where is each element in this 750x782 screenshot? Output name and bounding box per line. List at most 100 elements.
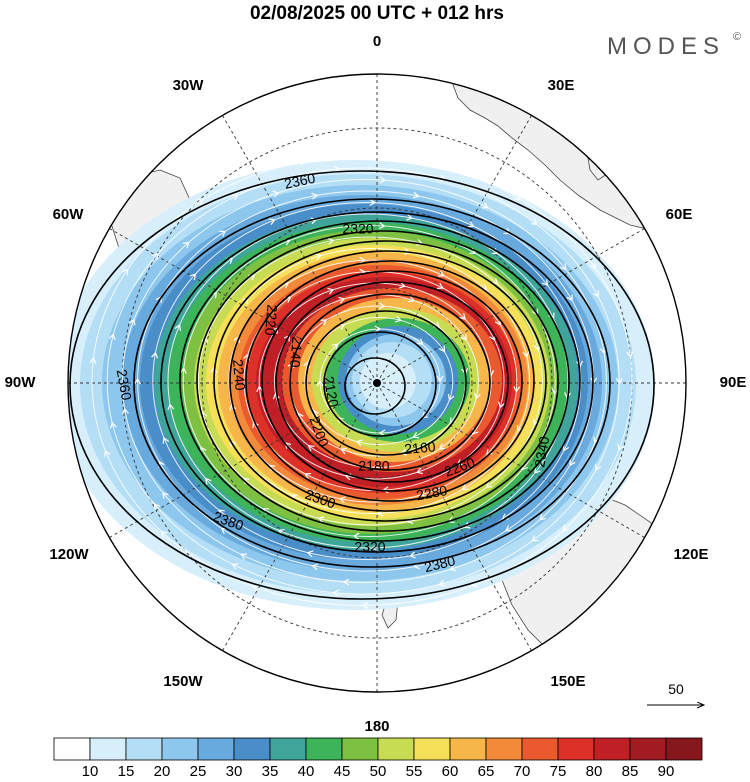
streamline-arrow xyxy=(539,513,546,521)
colorbar-tick-label: 30 xyxy=(226,763,243,780)
streamline-arrow xyxy=(530,218,538,225)
streamline-arrow xyxy=(467,220,475,228)
streamline-arrow xyxy=(128,318,136,326)
streamline-arrow xyxy=(231,194,239,201)
colorbar-swatch xyxy=(593,737,631,761)
streamline-arrow xyxy=(409,551,416,559)
streamline-arrow xyxy=(268,218,276,225)
contour-label: 2180 xyxy=(358,458,389,474)
shading-band xyxy=(360,353,416,409)
streamline-arrow xyxy=(438,345,445,353)
streamline-arrow xyxy=(416,467,424,475)
streamline-arrow xyxy=(162,436,170,444)
streamline-arrow xyxy=(162,491,169,499)
streamline-arrow xyxy=(151,351,159,359)
streamline-arrow xyxy=(378,302,386,310)
streamline-arrow xyxy=(231,563,239,570)
streamline-arrow xyxy=(152,253,159,260)
longitude-label: 120W xyxy=(49,546,89,563)
streamline-arrow xyxy=(564,392,572,399)
streamline-arrow xyxy=(311,192,319,200)
streamline-arrow xyxy=(229,403,237,411)
contour-label: 2320 xyxy=(342,221,373,237)
colorbar: 10 15 20 25 30 35 40 45 50 55 60 65 70 75 80 85 90 xyxy=(53,737,703,780)
contour-label: 2120 xyxy=(321,375,342,409)
streamline-arrow xyxy=(438,443,446,450)
contour-label: 2160 xyxy=(404,438,437,457)
colorbar-tick-label: 15 xyxy=(118,763,135,780)
colorbar-tick-label: 45 xyxy=(334,763,351,780)
streamline-arrow xyxy=(369,198,376,207)
streamline-arrow xyxy=(534,467,541,474)
streamline-arrow xyxy=(240,553,248,560)
colorbar-tick-label: 40 xyxy=(298,763,315,780)
streamline xyxy=(228,259,518,503)
longitude-label: 30W xyxy=(173,77,205,94)
colorbar-tick-label: 70 xyxy=(514,763,531,780)
streamline-arrow xyxy=(317,516,325,523)
streamline-arrow xyxy=(461,483,469,490)
longitude-label: 120E xyxy=(673,546,708,563)
streamline xyxy=(197,236,543,526)
streamline-arrow xyxy=(108,333,116,341)
contour-label: 2360 xyxy=(114,368,135,402)
contour-label: 2280 xyxy=(415,482,449,503)
streamline-arrow xyxy=(438,579,446,587)
streamline-arrow xyxy=(514,193,522,200)
colorbar-swatch xyxy=(665,737,703,761)
streamline-arrow xyxy=(327,237,335,245)
streamline-arrow xyxy=(219,230,227,237)
streamline-arrow xyxy=(615,378,623,385)
contour-line-2300 xyxy=(196,230,570,532)
contour-line-2140 xyxy=(323,331,437,437)
streamline-arrow xyxy=(416,338,424,345)
streamline-arrow xyxy=(436,375,444,383)
colorbar-swatch xyxy=(89,737,127,761)
height-contours xyxy=(69,170,655,600)
colorbar-swatch xyxy=(629,737,667,761)
streamline-arrow xyxy=(307,445,315,452)
streamline-arrow xyxy=(474,392,481,400)
streamline-arrow xyxy=(374,325,382,333)
map-boundary xyxy=(67,73,687,693)
longitude-labels: 0 30E 60E 90E 120E 150E 180 150W 120W 90W 60W 30W xyxy=(5,33,747,735)
streamline-arrow xyxy=(516,425,524,432)
colorbar-swatch xyxy=(449,737,487,761)
streamline-arrow xyxy=(576,360,584,368)
streamline-arrow xyxy=(412,191,420,199)
colorbar-swatch xyxy=(161,737,199,761)
contour-line-2120 xyxy=(344,357,406,415)
longitude-label: 90E xyxy=(720,374,747,391)
longitude-label: 180 xyxy=(364,718,389,735)
reference-vector-label: 50 xyxy=(668,681,684,697)
streamline-arrow xyxy=(355,439,363,447)
colorbar-tick-label: 65 xyxy=(478,763,495,780)
longitude-label: 60W xyxy=(53,206,85,223)
streamline-arrow xyxy=(179,367,187,374)
streamline-arrow xyxy=(566,294,573,302)
streamline-arrow xyxy=(161,530,168,538)
contour-line-2160 xyxy=(305,310,467,456)
streamline-arrow xyxy=(122,268,129,276)
streamline-arrow xyxy=(89,357,97,364)
streamline-arrow xyxy=(513,385,521,393)
streamline-arrow xyxy=(378,429,386,437)
colorbar-tick-label: 35 xyxy=(262,763,279,780)
streamline-arrow xyxy=(399,281,406,289)
colorbar-tick-label: 55 xyxy=(406,763,423,780)
streamline-arrow xyxy=(359,256,366,264)
contour-line-2260 xyxy=(229,250,547,512)
streamline-arrow xyxy=(447,393,455,401)
contour-line-2200 xyxy=(275,281,509,483)
streamline-arrow xyxy=(411,157,419,164)
streamline-arrow xyxy=(406,213,413,221)
contour-label: 2380 xyxy=(423,552,457,575)
streamline-arrow xyxy=(299,158,307,166)
streamline-arrow xyxy=(459,313,466,320)
contour-label: 2240 xyxy=(230,359,249,392)
colorbar-tick-label: 50 xyxy=(370,763,387,780)
colorbar-swatch xyxy=(53,737,91,761)
reference-vector: 50 xyxy=(647,681,703,705)
streamline-arrow xyxy=(531,535,539,542)
contour-line-2180 xyxy=(289,293,491,471)
